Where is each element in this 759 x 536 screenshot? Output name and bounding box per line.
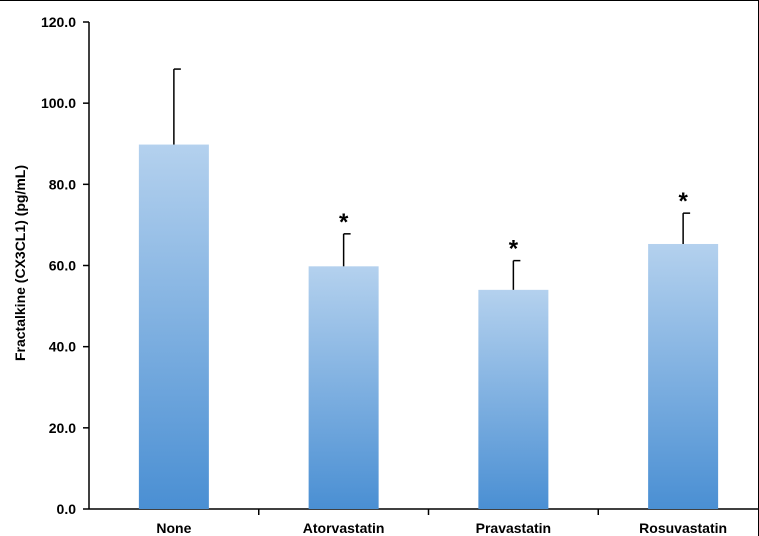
y-tick-label: 80.0 — [49, 176, 76, 192]
y-tick-label: 120.0 — [41, 14, 76, 30]
plot-area: 0.0 20.0 40.0 60.0 80.0 100.0 120.0 None * Atorva… — [41, 14, 758, 536]
x-category-label: Rosuvastatin — [639, 520, 727, 536]
significance-mark: * — [678, 188, 688, 215]
y-axis-title: Fractalkine (CX3CL1) (pg/mL) — [12, 165, 28, 361]
x-category-label: Pravastatin — [476, 520, 551, 536]
y-tick-label: 40.0 — [49, 339, 76, 355]
x-category-label: Atorvastatin — [303, 520, 385, 536]
y-tick-label: 100.0 — [41, 95, 76, 111]
y-tick-label: 20.0 — [49, 420, 76, 436]
y-tick-label: 0.0 — [57, 501, 77, 517]
bar-rosuvastatin — [648, 243, 719, 509]
y-tick-label: 60.0 — [49, 258, 76, 274]
bar-none — [138, 144, 209, 510]
significance-mark: * — [339, 209, 349, 236]
significance-mark: * — [509, 236, 519, 263]
x-category-label: None — [156, 520, 191, 536]
bar-pravastatin — [478, 289, 549, 509]
bar-atorvastatin — [308, 266, 379, 509]
